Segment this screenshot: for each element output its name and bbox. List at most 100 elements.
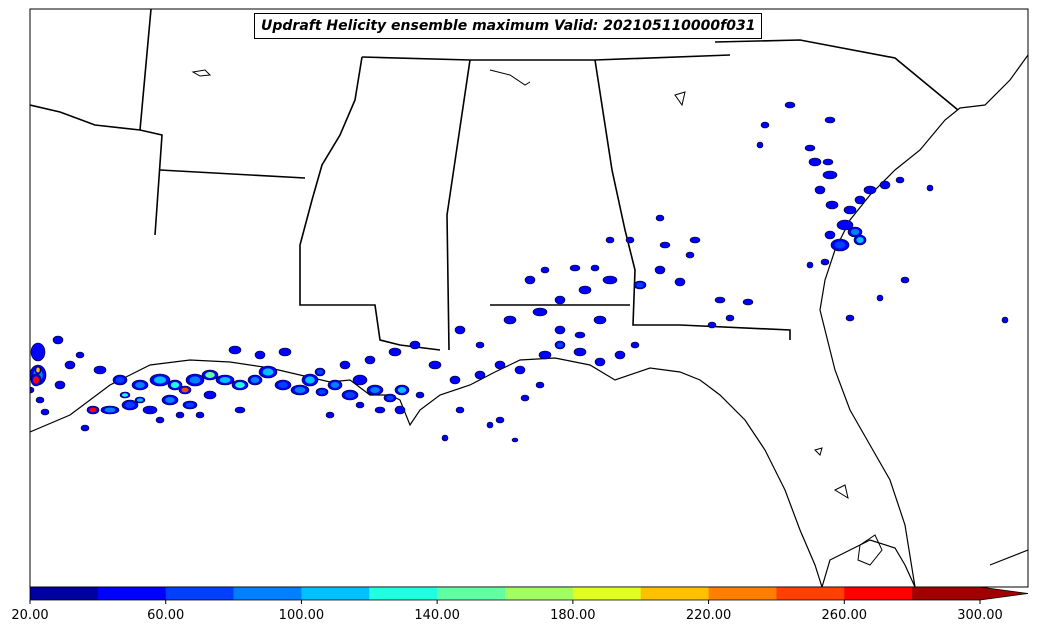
helicity-cell [75,351,85,359]
helicity-cell-core [235,382,245,388]
helicity-cell [590,264,600,272]
helicity-cell [824,230,836,240]
helicity-cell [895,176,905,184]
helicity-cell-core [330,382,340,388]
helicity-cell-core [636,282,644,288]
colorbar-tick-label: 100.00 [278,608,325,623]
helicity-cell-core [205,372,215,378]
helicity-cell-core [318,389,326,395]
helicity-cell [486,421,494,429]
helicity-cell [630,341,640,349]
helicity-cell-core [185,402,195,408]
helicity-cell-core [397,387,407,393]
helicity-cell [524,275,536,285]
helicity-cell [30,342,46,362]
colorbar-extend-arrow [980,587,1028,600]
helicity-cell [155,416,165,424]
helicity-cell [806,261,814,269]
colorbar-tick-label: 20.00 [11,608,49,623]
helicity-cell [388,347,402,357]
helicity-cell [54,380,66,390]
helicity-cell [756,141,764,149]
helicity-cell [364,355,376,365]
helicity-cell-core [250,377,260,383]
helicity-cell [707,321,717,329]
helicity-cell [415,391,425,399]
helicity-cell [64,360,76,370]
helicity-cell [409,340,421,350]
helicity-cell [674,277,686,287]
helicity-cell [900,276,910,284]
helicity-cell [532,307,548,317]
helicity-cell [578,285,592,295]
helicity-cell [820,258,830,266]
helicity-cell [655,214,665,222]
helicity-cell [574,331,586,339]
colorbar [29,586,1029,604]
inland-lakes [191,69,883,566]
colorbar-segment [301,587,370,600]
helicity-cell [35,396,45,404]
helicity-cell-core [834,241,846,249]
helicity-cell [80,424,90,432]
helicity-cell-core [33,376,39,384]
colorbar-segment [776,587,845,600]
helicity-cell [554,295,566,305]
helicity-cell [30,386,35,394]
coastline [30,54,1028,587]
helicity-cell [685,251,695,259]
helicity-cell [593,315,607,325]
helicity-cell [594,357,606,367]
colorbar-segment [640,587,710,600]
helicity-cell [352,374,368,386]
colorbar-segment [97,587,167,600]
helicity-cell [814,185,826,195]
helicity-cell-core [181,387,189,393]
helicity-cell [254,350,266,360]
helicity-cell [234,406,246,414]
helicity-cell [540,266,550,274]
helicity-cell [760,121,770,129]
colorbar-tick-label: 140.00 [414,608,460,623]
helicity-cell-core [305,376,315,384]
helicity-cell-core [170,382,180,388]
colorbar-segment [165,587,235,600]
helicity-cell-core [317,369,323,375]
helicity-cell [538,350,552,360]
colorbar-segment [233,587,302,600]
helicity-cell [863,185,877,195]
helicity-cell-core [137,398,143,402]
helicity-cell-core [850,229,860,235]
helicity-cell [175,411,185,419]
colorbar-tick-label: 300.00 [957,608,1003,623]
helicity-cell [836,219,854,231]
helicity-cell-core [89,407,97,413]
helicity-cell [495,416,505,424]
helicity-cell [195,411,205,419]
helicity-cell-core [36,367,40,373]
colorbar-outline [29,586,1029,601]
helicity-cell [602,275,618,285]
helicity-cell-core [294,387,306,393]
helicity-cell [725,314,735,322]
helicity-cell [843,205,857,215]
helicity-cell [784,101,796,109]
helicity-cell-core [345,392,355,398]
helicity-cell-core [386,395,394,401]
colorbar-segment [505,587,574,600]
helicity-cell [605,236,615,244]
helicity-cell [614,350,626,360]
helicity-cell [825,200,839,210]
helicity-cell [808,157,822,167]
helicity-cell [714,296,726,304]
helicity-cell [454,325,466,335]
helicity-cell [93,365,107,375]
helicity-cell [1001,316,1009,324]
helicity-cell [573,347,587,357]
helicity-cell [475,341,485,349]
helicity-cell [926,184,934,192]
helicity-cell [449,375,461,385]
colorbar-segment [30,587,99,600]
helicity-cell-core [135,382,145,388]
